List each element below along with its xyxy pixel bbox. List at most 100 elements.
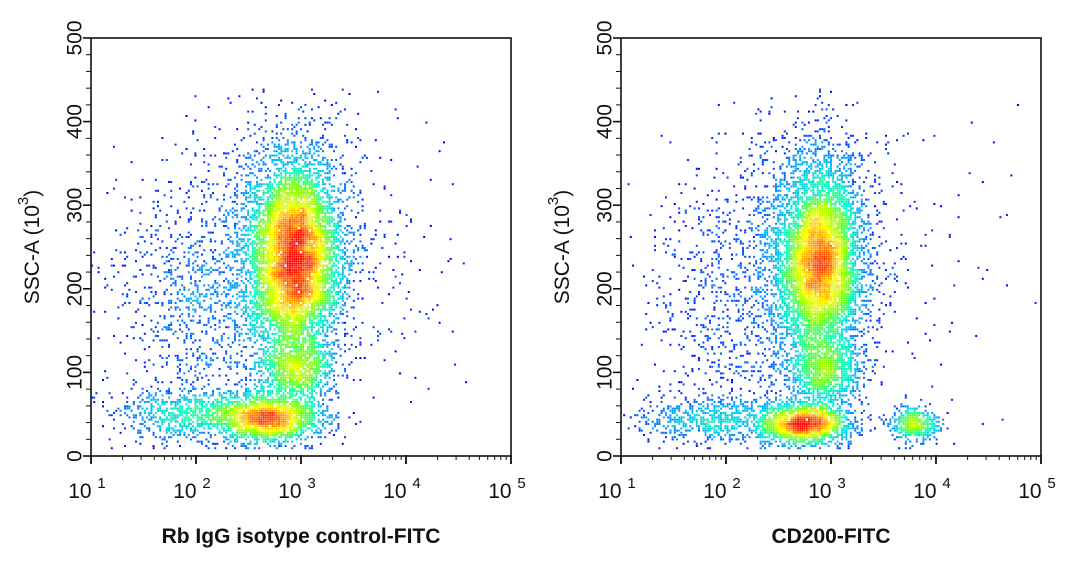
event-dot [157,321,159,324]
event-dot [282,240,285,243]
event-dot [348,280,351,282]
event-dot [271,280,274,282]
event-dot [304,326,307,329]
event-dot [223,194,225,197]
event-dot [231,251,234,254]
event-dot [306,352,309,355]
event-dot [260,319,263,322]
event-dot [324,392,327,395]
event-dot [284,269,287,271]
event-dot [280,242,283,245]
event-dot [264,313,267,315]
event-dot [315,315,318,318]
event-dot [260,260,263,263]
event-dot [275,332,278,335]
event-dot [201,401,203,403]
event-dot [319,394,322,397]
event-dot [284,288,287,291]
event-dot [337,216,340,219]
event-dot [247,271,250,274]
event-dot [234,321,236,324]
event-dot [256,273,258,276]
event-dot [194,295,197,298]
event-dot [157,200,159,203]
event-dot [203,194,206,197]
event-dot [297,251,300,254]
event-dot [282,220,285,223]
event-dot [271,266,274,269]
event-dot [267,273,269,276]
event-dot [348,269,351,271]
event-dot [234,214,236,216]
event-dot [427,317,430,320]
event-dot [289,282,291,285]
event-dot [170,299,173,302]
event-dot [161,357,164,359]
event-dot [293,167,296,170]
event-dot [267,148,269,150]
event-dot [258,170,261,172]
event-dot [315,361,318,364]
event-dot [306,310,309,313]
event-dot [183,341,186,344]
event-dot [242,365,245,368]
event-dot [146,401,148,403]
event-dot [286,304,289,307]
event-dot [262,326,265,329]
event-dot [324,370,327,373]
event-dot [278,244,280,247]
event-dot [258,403,261,406]
event-dot [128,405,131,408]
event-dot [330,159,333,161]
event-dot [271,192,274,194]
event-dot [293,172,296,175]
event-dot [280,159,283,161]
event-dot [187,306,190,309]
event-dot [313,183,316,186]
event-dot [337,321,340,324]
event-dot [240,174,243,177]
event-dot [300,306,302,309]
event-dot [194,387,197,390]
event-dot [234,222,236,225]
event-dot [251,401,254,403]
event-dot [236,183,239,186]
event-dot [176,376,179,379]
event-dot [308,266,311,269]
event-dot [319,240,322,243]
event-dot [203,154,206,157]
event-dot [282,275,285,278]
event-dot [231,280,234,282]
event-dot [297,374,300,377]
event-dot [302,308,305,311]
event-dot [286,214,289,216]
event-dot [297,376,300,379]
event-dot [289,337,291,340]
event-dot [289,233,291,236]
event-dot [170,306,173,309]
event-dot [337,200,340,203]
event-dot [163,277,166,280]
event-dot [121,293,124,296]
event-dot [220,401,223,403]
event-dot [328,225,331,227]
event-dot [304,139,307,142]
event-dot [240,216,243,219]
event-dot [282,198,285,201]
event-dot [269,264,272,267]
event-dot [143,240,146,243]
event-dot [245,198,247,201]
event-dot [275,326,278,329]
event-dot [278,156,280,159]
event-dot [348,295,351,298]
event-dot [249,277,252,280]
event-dot [322,249,324,252]
event-dot [293,242,296,245]
event-dot [190,332,192,335]
event-dot [311,396,313,399]
event-dot [322,207,324,210]
event-dot [300,359,302,362]
event-dot [337,249,340,252]
event-dot [218,394,221,397]
event-dot [157,229,159,232]
